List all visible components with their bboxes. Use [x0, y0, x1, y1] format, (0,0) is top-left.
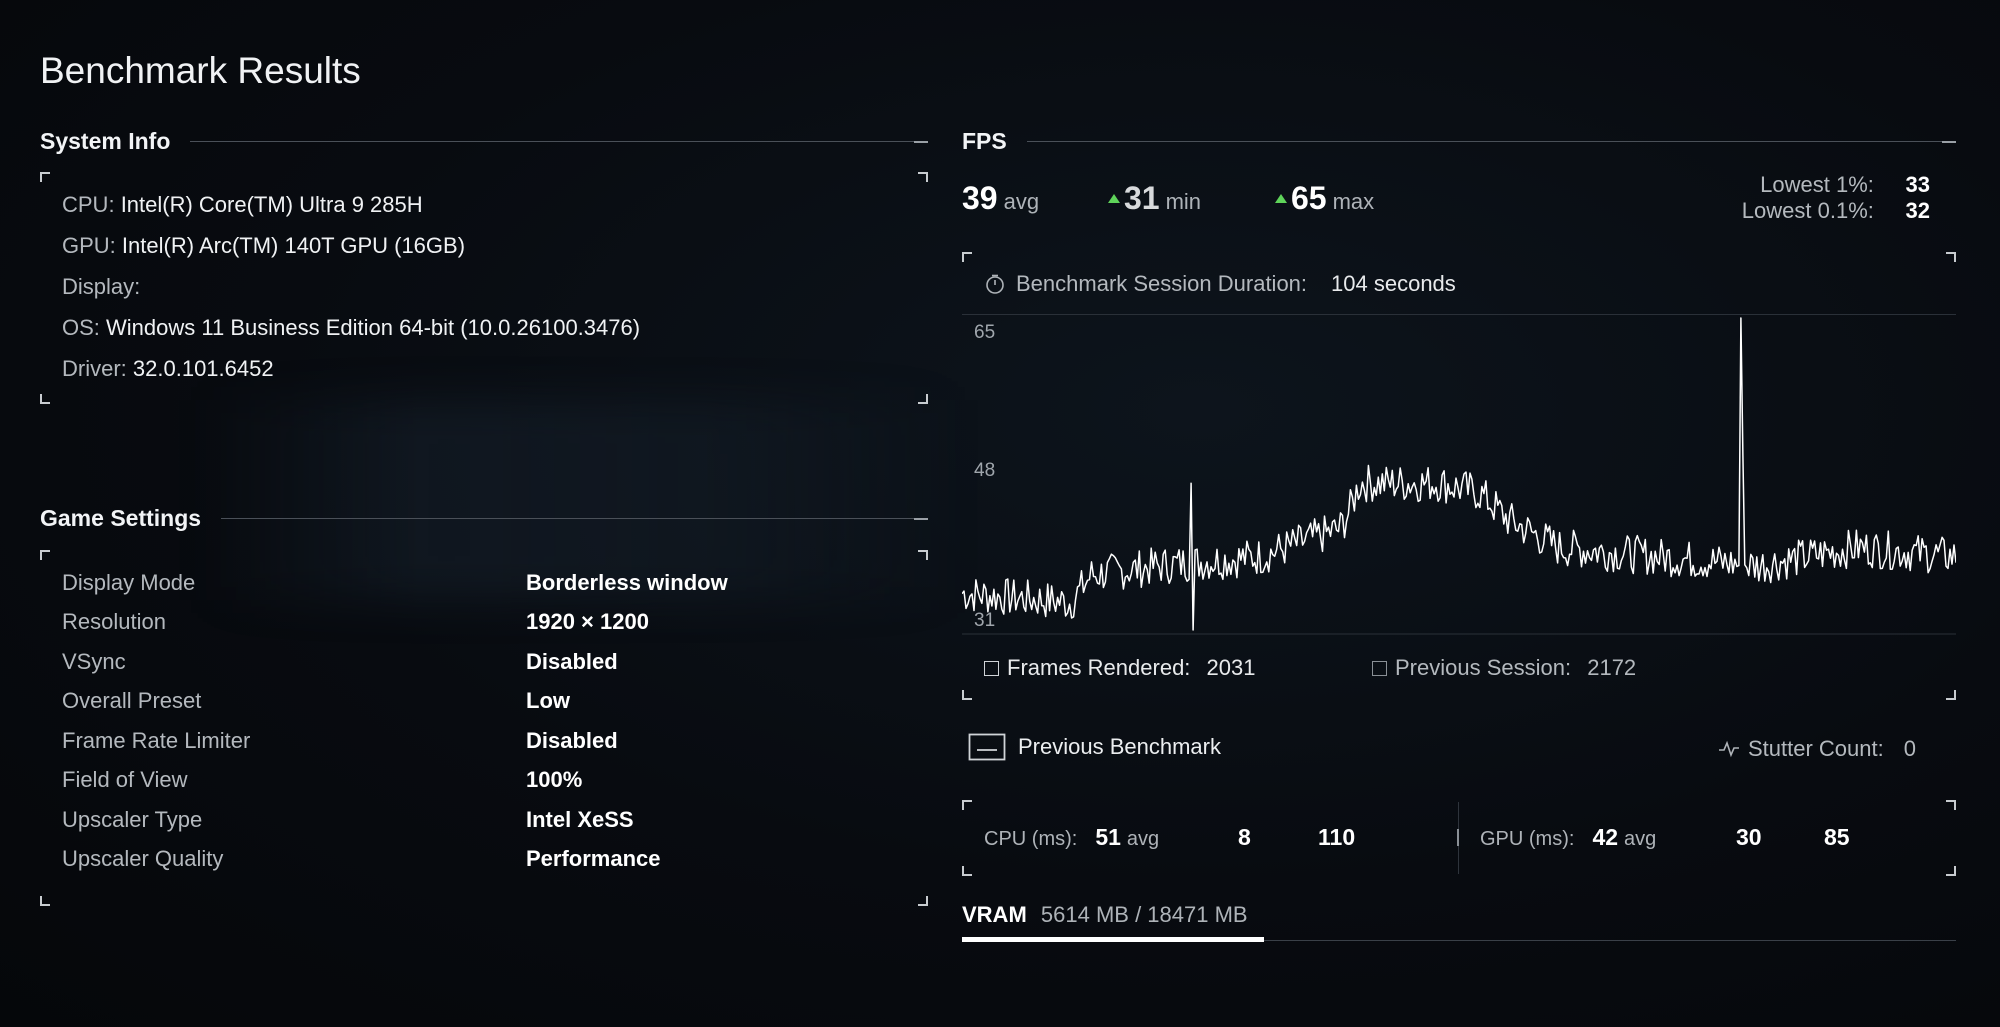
fps-series-line	[962, 317, 1956, 631]
game-settings-panel: Display Mode Borderless window Resolution…	[40, 550, 928, 906]
cpu-ms-stats: CPU (ms): 51 avg 8 110	[984, 824, 1356, 850]
session-duration: Benchmark Session Duration: 104 seconds	[984, 271, 1456, 297]
setting-row-frame-rate-limiter: Frame Rate Limiter Disabled	[62, 728, 618, 753]
game-settings-header: Game Settings	[40, 505, 928, 532]
y-tick-label: 48	[974, 460, 995, 481]
fps-avg: 39 avg	[962, 180, 1040, 216]
setting-row-field-of-view: Field of View 100%	[62, 767, 583, 792]
fps-chart-panel: Benchmark Session Duration: 104 seconds …	[962, 252, 1956, 700]
y-tick-label: 31	[974, 610, 995, 631]
driver-row: Driver: 32.0.101.6452	[62, 356, 274, 381]
setting-row-resolution: Resolution 1920 × 1200	[62, 609, 649, 634]
checkbox-icon	[984, 661, 999, 676]
previous-session: Previous Session: 2172	[1372, 655, 1636, 681]
stutter-count: Stutter Count: 0	[1718, 736, 1916, 762]
page-title: Benchmark Results	[40, 50, 361, 91]
setting-row-vsync: VSync Disabled	[62, 649, 618, 674]
pulse-icon	[1719, 740, 1739, 758]
fps-title: FPS	[962, 128, 1007, 154]
system-info-header: System Info	[40, 128, 928, 155]
fps-max: 65 max	[1275, 180, 1374, 217]
gpu-ms-stats: GPU (ms): 42 avg 30 85	[1480, 824, 1850, 850]
background-blur	[200, 400, 960, 600]
setting-row-upscaler-type: Upscaler Type Intel XeSS	[62, 807, 634, 832]
setting-row-upscaler-quality: Upscaler Quality Performance	[62, 846, 661, 871]
game-settings-title: Game Settings	[40, 505, 202, 531]
up-arrow-icon	[1275, 194, 1287, 203]
os-row: OS: Windows 11 Business Edition 64-bit (…	[62, 315, 641, 340]
checkbox-icon	[1372, 661, 1387, 676]
setting-row-overall-preset: Overall Preset Low	[62, 688, 570, 713]
fps-line-chart: 65 48 31	[962, 317, 1956, 635]
cpu-row: CPU: Intel(R) Core(TM) Ultra 9 285H	[62, 192, 423, 217]
lowest-1-percent: Lowest 1%: 33	[1760, 172, 1930, 197]
setting-row-display-mode: Display Mode Borderless window	[62, 570, 728, 595]
monitor-icon	[968, 733, 1006, 761]
stopwatch-icon	[986, 274, 1004, 294]
fps-header: FPS	[962, 128, 1956, 155]
display-row: Display:	[62, 274, 141, 299]
vram-usage: VRAM 5614 MB / 18471 MB	[962, 902, 1248, 927]
system-info-title: System Info	[40, 128, 171, 154]
up-arrow-icon	[1108, 194, 1120, 203]
y-tick-label: 65	[974, 322, 995, 343]
system-info-panel: CPU: Intel(R) Core(TM) Ultra 9 285H GPU:…	[40, 172, 928, 404]
frames-rendered: Frames Rendered: 2031	[984, 655, 1256, 681]
vram-bar-fill	[962, 937, 1265, 942]
vram-bar-track	[962, 940, 1956, 941]
previous-benchmark-button[interactable]: Previous Benchmark	[968, 733, 1221, 761]
fps-min: 31 min	[1108, 180, 1201, 217]
gpu-row: GPU: Intel(R) Arc(TM) 140T GPU (16GB)	[62, 233, 466, 258]
lowest-01-percent: Lowest 0.1%: 32	[1741, 198, 1930, 223]
